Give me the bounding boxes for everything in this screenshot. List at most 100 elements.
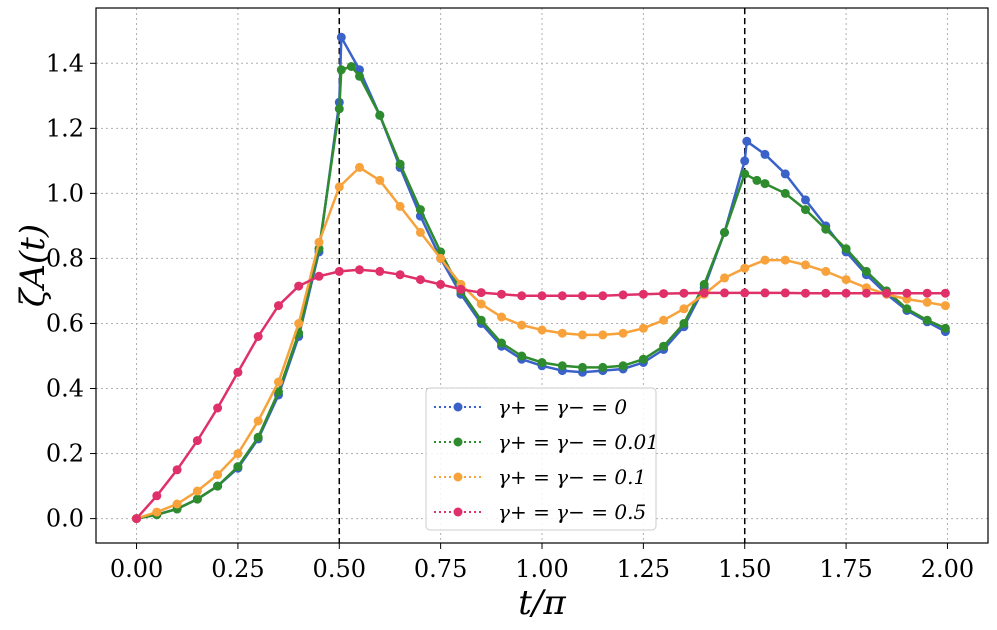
x-tick-label: 0.75	[414, 555, 467, 583]
y-tick-label: 1.4	[46, 49, 84, 77]
data-point	[334, 266, 344, 276]
y-tick-label: 0.0	[46, 505, 84, 533]
data-point	[598, 362, 608, 372]
data-point	[395, 159, 405, 169]
data-point	[213, 403, 223, 413]
legend-item: γ+ = γ− = 0.01	[434, 430, 659, 454]
data-point	[659, 289, 669, 299]
legend-label: γ+ = γ− = 0	[498, 395, 627, 419]
data-point	[334, 182, 344, 192]
data-point	[192, 486, 202, 496]
data-point	[821, 266, 831, 276]
y-axis-title: ζA(t)	[13, 224, 53, 307]
data-point	[841, 275, 851, 285]
legend-label: γ+ = γ− = 0.5	[498, 500, 646, 524]
data-point	[557, 361, 567, 371]
x-tick-label: 0.25	[211, 555, 264, 583]
data-point	[618, 361, 628, 371]
data-point	[578, 330, 587, 340]
data-point	[780, 188, 790, 198]
data-point	[172, 499, 182, 509]
data-point	[415, 227, 425, 237]
x-tick-label: 0.50	[313, 555, 366, 583]
data-point	[517, 351, 527, 361]
data-point	[638, 289, 648, 299]
data-point	[355, 265, 364, 275]
data-point	[578, 291, 587, 301]
x-tick-label: 0.00	[110, 555, 163, 583]
x-tick-label: 1.25	[617, 555, 670, 583]
data-point	[152, 491, 162, 501]
data-point	[659, 315, 669, 325]
x-axis-ticks: 0.00 0.25 0.50 0.75 1.00 1.25 1.50 1.75 2.00	[110, 543, 974, 583]
series	[132, 162, 950, 524]
data-point	[336, 65, 346, 75]
legend: γ+ = γ− = 0 γ+ = γ− = 0.01 γ+ = γ− = 0.1 γ+…	[425, 387, 659, 531]
data-point	[497, 289, 506, 299]
data-point	[679, 319, 689, 328]
data-point	[557, 328, 567, 338]
data-point	[192, 494, 202, 504]
data-point	[720, 288, 729, 298]
y-axis-ticks: 0.0 0.2 0.4 0.6 0.8 1.0 1.2 1.4	[46, 49, 96, 533]
legend-marker	[453, 402, 463, 412]
data-point	[253, 332, 263, 341]
data-point	[537, 291, 547, 301]
data-point	[720, 273, 729, 283]
y-tick-label: 0.6	[46, 309, 84, 337]
data-point	[132, 514, 141, 524]
data-point	[233, 462, 243, 472]
series	[132, 265, 950, 524]
data-point	[456, 284, 466, 294]
x-axis-title: t/π	[518, 583, 566, 623]
legend-item: γ+ = γ− = 0	[434, 395, 627, 419]
y-tick-label: 1.0	[46, 179, 84, 207]
data-point	[638, 323, 648, 333]
data-point	[517, 291, 527, 301]
data-point	[740, 156, 750, 166]
legend-marker	[453, 472, 463, 482]
data-point	[233, 367, 243, 377]
data-point	[192, 436, 202, 446]
data-point	[940, 301, 950, 311]
legend-item: γ+ = γ− = 0.1	[434, 465, 646, 489]
data-point	[618, 328, 628, 338]
data-point	[699, 288, 709, 298]
data-point	[638, 354, 648, 364]
data-point	[395, 201, 405, 211]
y-tick-label: 1.2	[46, 114, 84, 142]
y-tick-label: 0.8	[46, 244, 84, 272]
data-point	[679, 288, 689, 298]
data-point	[517, 320, 527, 330]
data-point	[780, 255, 790, 265]
data-point	[760, 288, 770, 298]
legend-marker	[453, 507, 463, 517]
data-point	[922, 297, 932, 307]
legend-label: γ+ = γ− = 0.1	[498, 465, 646, 489]
data-point	[355, 162, 364, 172]
data-point	[902, 304, 912, 314]
data-point	[940, 288, 950, 298]
data-point	[213, 481, 223, 491]
data-point	[780, 169, 790, 179]
data-point	[760, 179, 770, 189]
data-point	[253, 416, 263, 426]
x-tick-label: 2.00	[921, 555, 974, 583]
data-point	[476, 288, 486, 298]
data-point	[497, 312, 506, 322]
data-point	[476, 299, 486, 309]
data-point	[415, 205, 425, 215]
data-point	[882, 288, 892, 298]
data-point	[233, 449, 243, 459]
data-point	[436, 253, 446, 263]
data-point	[841, 244, 851, 254]
reference-vertical-lines	[338, 8, 746, 543]
data-point	[780, 288, 790, 298]
data-point	[760, 149, 770, 159]
data-point	[821, 288, 831, 298]
legend-item: γ+ = γ− = 0.5	[434, 500, 646, 524]
data-point	[253, 432, 263, 442]
data-point	[557, 291, 567, 301]
data-point	[395, 270, 405, 280]
data-point	[902, 288, 912, 298]
